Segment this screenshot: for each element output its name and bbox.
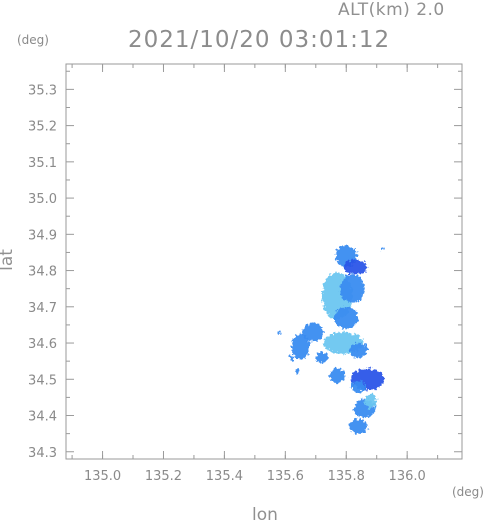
echo-region-17 — [295, 369, 300, 375]
x-tick-label: 136.0 — [389, 469, 426, 484]
altitude-label: ALT(km) 2.0 — [338, 0, 445, 20]
x-tick-label: 135.4 — [206, 469, 243, 484]
echo-region-18 — [277, 330, 281, 334]
echo-region-3 — [340, 274, 365, 304]
y-tick-label: 34.9 — [28, 228, 57, 243]
echo-region-6 — [291, 333, 310, 360]
echo-region-8 — [349, 343, 368, 358]
echo-region-14 — [364, 393, 377, 409]
echo-region-1 — [343, 259, 368, 275]
y-tick-label: 35.2 — [28, 120, 57, 135]
y-axis-unit: (deg) — [17, 33, 49, 47]
x-tick-label: 135.6 — [267, 469, 304, 484]
x-tick-label: 135.8 — [328, 469, 365, 484]
echo-region-4 — [334, 306, 359, 329]
tick-label-layer: 135.0 135.2 135.4 135.6 135.8 136.0 34.3 34.4 34… — [28, 83, 426, 484]
echo-region-5 — [302, 323, 324, 342]
plot-frame — [65, 63, 463, 460]
y-tick-label: 35.1 — [28, 156, 57, 171]
tick-layer — [66, 64, 462, 459]
y-tick-label: 35.3 — [28, 83, 57, 98]
y-tick-label: 34.4 — [28, 410, 57, 425]
x-tick-label: 135.2 — [145, 469, 182, 484]
y-tick-label: 35.0 — [28, 192, 57, 207]
y-tick-label: 34.5 — [28, 373, 57, 388]
y-tick-label: 34.7 — [28, 301, 57, 316]
echo-region-15 — [349, 419, 368, 434]
y-tick-label: 34.3 — [28, 446, 57, 461]
echo-layer — [277, 245, 385, 434]
y-tick-label: 34.6 — [28, 337, 57, 352]
echo-region-19 — [381, 247, 385, 251]
timestamp-title: 2021/10/20 03:01:12 — [128, 27, 391, 53]
x-axis-unit: (deg) — [452, 485, 484, 499]
y-tick-label: 34.8 — [28, 265, 57, 280]
echo-region-9 — [315, 352, 328, 363]
x-tick-label: 135.0 — [84, 469, 121, 484]
x-axis-label: lon — [252, 505, 278, 525]
echo-region-16 — [288, 354, 294, 361]
echo-region-12 — [350, 381, 367, 392]
echo-region-10 — [329, 368, 345, 383]
